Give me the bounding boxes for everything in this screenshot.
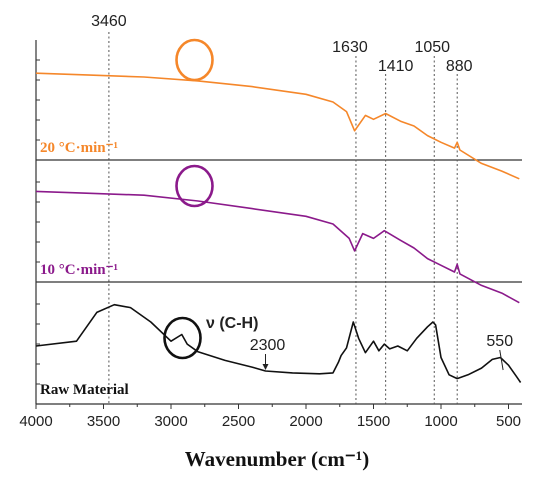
x-axis: 4000 3500 3000 2500 2000 1500 1000 500 — [19, 404, 521, 430]
x-tick-label-1000: 1000 — [424, 413, 457, 430]
series-20-c-per-min — [35, 72, 520, 180]
x-tick-label-3000: 3000 — [154, 413, 187, 430]
series-raw-material — [35, 303, 522, 383]
x-tick-label-500: 500 — [496, 413, 521, 430]
series-10-c-per-min — [35, 190, 520, 304]
panel-label-3: Raw Material — [40, 382, 129, 398]
annotation-3: 1050 — [414, 39, 450, 56]
panel-label-1: 20 °C·min⁻¹ — [40, 140, 118, 156]
highlight-circle-2 — [175, 164, 214, 208]
highlight-circle-1 — [175, 38, 214, 82]
x-tick-label-3500: 3500 — [87, 413, 120, 430]
annotation-1: 1630 — [332, 39, 368, 56]
series-group — [35, 72, 522, 383]
x-tick-label-2500: 2500 — [222, 413, 255, 430]
x-axis-label: Wavenumber (cm⁻¹) — [185, 447, 369, 471]
highlight-circles — [163, 38, 214, 360]
panel-labels: 20 °C·min⁻¹ 10 °C·min⁻¹ Raw Material — [40, 140, 129, 398]
panel-label-2: 10 °C·min⁻¹ — [40, 262, 118, 278]
reference-lines — [108, 32, 458, 404]
x-tick-label-1500: 1500 — [357, 413, 390, 430]
annotation-2: 1410 — [378, 58, 414, 75]
x-tick-label-4000: 4000 — [19, 413, 52, 430]
arrow-550 — [499, 349, 504, 371]
annotation-7: 550 — [486, 333, 513, 350]
x-tick-label-2000: 2000 — [289, 413, 322, 430]
annotation-6: 2300 — [250, 337, 286, 354]
annotation-4: 880 — [446, 58, 473, 75]
annotation-0: 3460 — [91, 13, 127, 30]
arrowhead-2300 — [262, 364, 269, 370]
annotation-5: ν (C-H) — [206, 315, 258, 332]
highlight-circle-3 — [163, 316, 202, 360]
